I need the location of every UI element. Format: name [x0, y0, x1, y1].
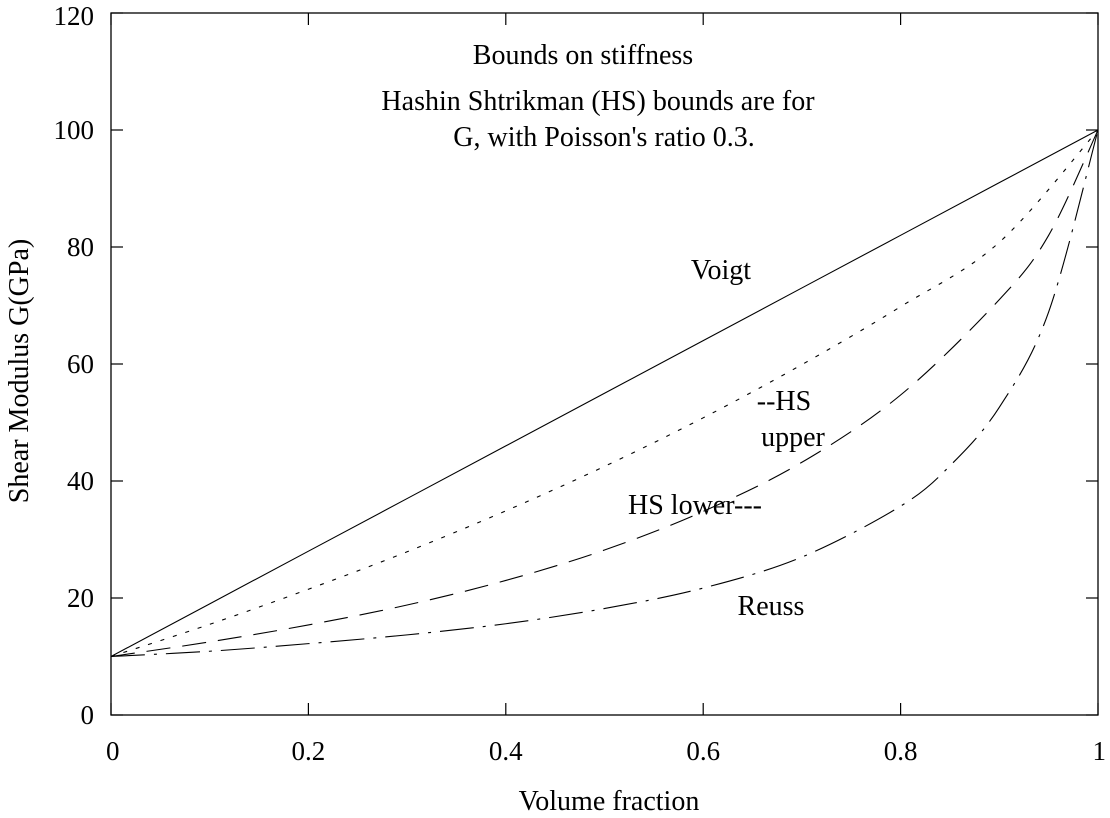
axis-tick-labels: 0 0.2 0.4 0.6 0.8 1 0 20 40 60 80 100 120: [54, 1, 1107, 766]
hs-upper-label-line-1: --HS: [757, 386, 811, 417]
x-tick-label: 0.2: [292, 736, 326, 766]
y-tick-label: 20: [67, 583, 94, 613]
series-line-hs-lower: [110, 129, 1099, 658]
y-tick-label: 60: [67, 349, 94, 379]
y-tick-label: 120: [54, 1, 95, 31]
x-tick-label: 0.6: [686, 736, 720, 766]
y-tick-label: 80: [67, 232, 94, 262]
annotation-hs-line-1: Hashin Shtrikman (HS) bounds are for: [381, 86, 815, 117]
annotation-hs-line-2: G, with Poisson's ratio 0.3.: [453, 122, 754, 153]
x-tick-label: 1: [1093, 736, 1107, 766]
annotation-bounds-on-stiffness: Bounds on stiffness: [473, 40, 693, 71]
voigt-label: Voigt: [691, 255, 751, 286]
axis-ticks: [110, 12, 1099, 716]
hs-upper-label-line-2: upper: [761, 422, 825, 453]
plot-frame: [110, 12, 1099, 716]
series-lines: [110, 129, 1099, 658]
y-tick-label: 100: [54, 115, 95, 145]
hs-lower-label: HS lower---: [628, 490, 762, 521]
y-tick-label: 40: [67, 466, 94, 496]
y-axis-label: Shear Modulus G(GPa): [4, 239, 35, 503]
series-line-voigt: [110, 129, 1099, 657]
series-line-reuss: [110, 129, 1099, 658]
x-axis-label: Volume fraction: [519, 786, 700, 817]
x-tick-label: 0: [106, 736, 120, 766]
y-tick-label: 0: [81, 700, 95, 730]
reuss-label: Reuss: [738, 591, 805, 622]
x-tick-label: 0.8: [884, 736, 918, 766]
x-tick-label: 0.4: [489, 736, 523, 766]
